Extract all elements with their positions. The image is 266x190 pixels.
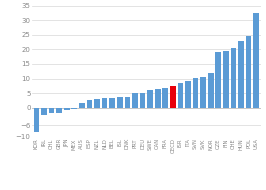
Bar <box>246 36 251 108</box>
Bar <box>132 93 138 108</box>
Bar <box>79 103 85 108</box>
Bar <box>147 90 153 108</box>
Bar <box>253 13 259 108</box>
Bar <box>163 88 168 108</box>
Bar <box>102 98 107 108</box>
Bar <box>170 86 176 108</box>
Bar <box>231 48 236 108</box>
Bar <box>140 93 145 108</box>
Bar <box>200 77 206 108</box>
Bar <box>223 51 229 108</box>
Bar <box>34 108 39 132</box>
Bar <box>177 83 183 108</box>
Bar <box>208 73 214 108</box>
Bar <box>193 78 198 108</box>
Bar <box>49 108 55 113</box>
Bar <box>215 52 221 108</box>
Bar <box>56 108 62 113</box>
Bar <box>64 108 70 110</box>
Bar <box>124 97 130 108</box>
Bar <box>185 81 191 108</box>
Bar <box>117 97 123 108</box>
Bar <box>155 89 160 108</box>
Bar <box>41 108 47 115</box>
Bar <box>238 41 244 108</box>
Bar <box>109 98 115 108</box>
Bar <box>94 99 100 108</box>
Bar <box>87 100 92 108</box>
